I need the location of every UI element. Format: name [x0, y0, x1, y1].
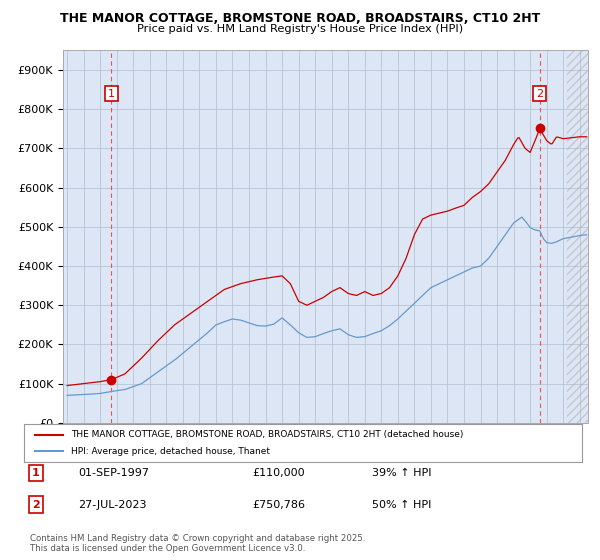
Text: Contains HM Land Registry data © Crown copyright and database right 2025.
This d: Contains HM Land Registry data © Crown c… [30, 534, 365, 553]
Text: 01-SEP-1997: 01-SEP-1997 [78, 468, 149, 478]
Text: HPI: Average price, detached house, Thanet: HPI: Average price, detached house, Than… [71, 447, 271, 456]
Text: 2: 2 [536, 88, 543, 99]
Bar [568, 50, 588, 423]
Text: £750,786: £750,786 [252, 500, 305, 510]
Text: THE MANOR COTTAGE, BROMSTONE ROAD, BROADSTAIRS, CT10 2HT (detached house): THE MANOR COTTAGE, BROMSTONE ROAD, BROAD… [71, 430, 464, 439]
Text: 1: 1 [108, 88, 115, 99]
Text: 50% ↑ HPI: 50% ↑ HPI [372, 500, 431, 510]
Text: 27-JUL-2023: 27-JUL-2023 [78, 500, 146, 510]
Text: Price paid vs. HM Land Registry's House Price Index (HPI): Price paid vs. HM Land Registry's House … [137, 24, 463, 34]
Text: 39% ↑ HPI: 39% ↑ HPI [372, 468, 431, 478]
Text: 1: 1 [32, 468, 40, 478]
Text: £110,000: £110,000 [252, 468, 305, 478]
Text: 2: 2 [32, 500, 40, 510]
Text: THE MANOR COTTAGE, BROMSTONE ROAD, BROADSTAIRS, CT10 2HT: THE MANOR COTTAGE, BROMSTONE ROAD, BROAD… [60, 12, 540, 25]
